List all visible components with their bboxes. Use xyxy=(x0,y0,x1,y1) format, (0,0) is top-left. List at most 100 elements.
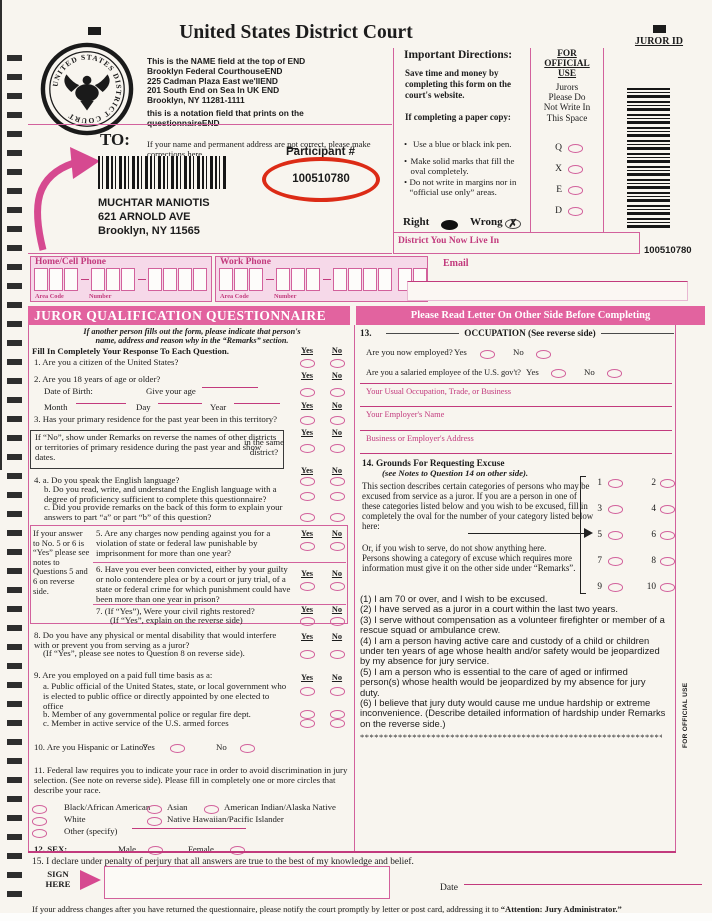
q7-no-oval[interactable] xyxy=(330,617,345,626)
phone-digit-box[interactable] xyxy=(306,268,320,291)
day-label: Day xyxy=(136,402,151,412)
code-q-oval[interactable] xyxy=(568,144,583,153)
question-1: 1. Are you a citizen of the United State… xyxy=(34,357,179,367)
excuse-oval-8[interactable] xyxy=(660,557,675,566)
excuse-oval-10[interactable] xyxy=(660,583,675,592)
excuse-oval-5[interactable] xyxy=(608,531,623,540)
phone-digit-box[interactable] xyxy=(378,268,392,291)
race-black-oval[interactable] xyxy=(32,805,47,814)
excuse-oval-1[interactable] xyxy=(608,479,623,488)
salaried-yes-oval[interactable] xyxy=(551,369,566,378)
race-native-oval[interactable] xyxy=(204,805,219,814)
phone-digit-box[interactable] xyxy=(121,268,135,291)
day-line[interactable] xyxy=(158,403,202,404)
phone-digit-box[interactable] xyxy=(276,268,290,291)
email-input-box[interactable] xyxy=(407,281,688,301)
q5-yes-oval[interactable] xyxy=(300,542,315,551)
employer-input-line[interactable] xyxy=(360,406,672,407)
female-oval[interactable] xyxy=(230,846,245,855)
phone-digit-box[interactable] xyxy=(363,268,377,291)
phone-digit-box[interactable] xyxy=(291,268,305,291)
phone-digit-box[interactable] xyxy=(34,268,48,291)
phone-digit-box[interactable] xyxy=(64,268,78,291)
q4a-yes-oval[interactable] xyxy=(300,477,315,486)
q3-district-no-oval[interactable] xyxy=(330,444,345,453)
year-line[interactable] xyxy=(234,403,280,404)
excuse-oval-6[interactable] xyxy=(660,531,675,540)
q1-no-oval[interactable] xyxy=(330,359,345,368)
q9b-no-oval[interactable] xyxy=(330,710,345,719)
code-d-oval[interactable] xyxy=(568,207,583,216)
q4c-yes-oval[interactable] xyxy=(300,513,315,522)
phone-digit-box[interactable] xyxy=(178,268,192,291)
date-line[interactable] xyxy=(464,884,702,885)
phone-digit-box[interactable] xyxy=(91,268,105,291)
race-white-label: White xyxy=(64,814,86,824)
q3-remarks-box: If “No”, show under Remarks on reverse t… xyxy=(30,430,284,469)
code-e-oval[interactable] xyxy=(568,186,583,195)
q9a-yes-oval[interactable] xyxy=(300,687,315,696)
race-other-line[interactable] xyxy=(132,828,246,829)
race-asian-oval[interactable] xyxy=(147,805,162,814)
phone-digit-box[interactable] xyxy=(219,268,233,291)
occupation-input-line[interactable] xyxy=(360,383,672,384)
phone-digit-box[interactable] xyxy=(234,268,248,291)
salaried-no-oval[interactable] xyxy=(607,369,622,378)
phone-digit-box[interactable] xyxy=(148,268,162,291)
banner-right: Please Read Letter On Other Side Before … xyxy=(356,306,705,325)
q7-yes-oval[interactable] xyxy=(300,617,315,626)
male-oval[interactable] xyxy=(148,846,163,855)
q10-no-oval[interactable] xyxy=(240,744,255,753)
age-line[interactable] xyxy=(202,387,258,388)
race-hawaiian-oval[interactable] xyxy=(147,817,162,826)
phone-digit-box[interactable] xyxy=(348,268,362,291)
q3-yes-oval[interactable] xyxy=(300,416,315,425)
excuse-oval-3[interactable] xyxy=(608,505,623,514)
excuse-oval-2[interactable] xyxy=(660,479,675,488)
phone-digit-box[interactable] xyxy=(49,268,63,291)
q6-yes-oval[interactable] xyxy=(300,582,315,591)
employed-yes-oval[interactable] xyxy=(480,350,495,359)
q9c-no-oval[interactable] xyxy=(330,719,345,728)
q8-no-oval[interactable] xyxy=(330,650,345,659)
month-line[interactable] xyxy=(76,403,126,404)
q9c-yes-oval[interactable] xyxy=(300,719,315,728)
excuse-oval-9[interactable] xyxy=(608,583,623,592)
q5-no-oval[interactable] xyxy=(330,542,345,551)
excuse-oval-4[interactable] xyxy=(660,505,675,514)
occupation-bottom-line[interactable] xyxy=(360,453,672,454)
arrow-line xyxy=(468,533,586,534)
declaration-statement: 15. I declare under penalty of perjury t… xyxy=(32,857,414,867)
q5-q6-divider xyxy=(93,562,346,563)
phone-digit-box[interactable] xyxy=(163,268,177,291)
q3-no-oval[interactable] xyxy=(330,416,345,425)
q8-yes-oval[interactable] xyxy=(300,650,315,659)
q2-yes-oval[interactable] xyxy=(300,388,315,397)
employed-no-oval[interactable] xyxy=(536,350,551,359)
q6-no-oval[interactable] xyxy=(330,582,345,591)
q2-no-oval[interactable] xyxy=(330,388,345,397)
q10-yes-oval[interactable] xyxy=(170,744,185,753)
q9a-no-oval[interactable] xyxy=(330,687,345,696)
q4b-yes-oval[interactable] xyxy=(300,492,315,501)
employer-address-input-line[interactable] xyxy=(360,430,672,431)
signature-box[interactable] xyxy=(104,866,390,899)
phone-digit-box[interactable] xyxy=(106,268,120,291)
q4a-no-oval[interactable] xyxy=(330,477,345,486)
q3-district-yes-oval[interactable] xyxy=(300,444,315,453)
q4c-no-oval[interactable] xyxy=(330,513,345,522)
phone-digit-box[interactable] xyxy=(333,268,347,291)
excuse-oval-7[interactable] xyxy=(608,557,623,566)
phone-digit-box[interactable] xyxy=(193,268,207,291)
q9b-yes-oval[interactable] xyxy=(300,710,315,719)
q4b-no-oval[interactable] xyxy=(330,492,345,501)
excuse-category-list: (1) I am 70 or over, and I wish to be ex… xyxy=(360,593,667,729)
q1-yes-oval[interactable] xyxy=(300,359,315,368)
race-white-oval[interactable] xyxy=(32,817,47,826)
excuse-item-5: (5) I am a person who is essential to th… xyxy=(360,665,646,698)
question-12: 12. SEX: xyxy=(34,844,68,854)
phone-digit-box[interactable] xyxy=(249,268,263,291)
code-x-oval[interactable] xyxy=(568,165,583,174)
employer-line-label: Your Employer's Name xyxy=(366,410,445,419)
race-other-oval[interactable] xyxy=(32,829,47,838)
